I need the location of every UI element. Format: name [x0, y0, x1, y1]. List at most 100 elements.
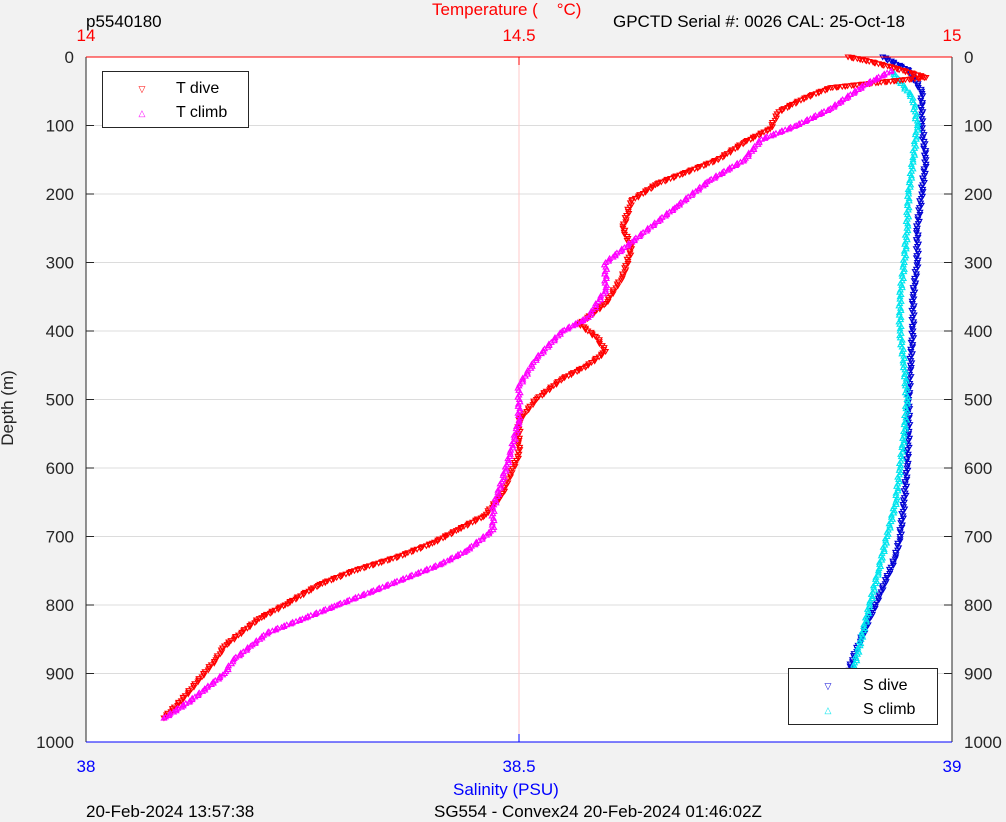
- data-point: [892, 489, 900, 496]
- data-point: [239, 648, 247, 655]
- data-point: [182, 699, 190, 706]
- data-point: [258, 615, 266, 622]
- data-point: [904, 398, 912, 405]
- data-point: [371, 561, 379, 568]
- data-point: [675, 200, 684, 207]
- data-point: [246, 624, 254, 631]
- data-point: [910, 138, 918, 145]
- data-point: [165, 712, 173, 719]
- data-point: [340, 598, 348, 605]
- data-point: [268, 609, 276, 616]
- data-point: [201, 685, 209, 692]
- data-point: [227, 660, 236, 667]
- data-point: [682, 194, 690, 201]
- data-point: [848, 83, 856, 90]
- data-point: [336, 574, 345, 581]
- data-point: [224, 664, 232, 671]
- data-point: [865, 79, 873, 86]
- legend-entry-t-dive: ▽ T dive: [103, 79, 248, 99]
- data-point: [649, 222, 658, 229]
- data-point: [630, 237, 638, 244]
- data-point: [537, 350, 545, 357]
- data-point: [810, 113, 818, 120]
- y-tick-label-right: 900: [964, 665, 992, 684]
- data-point: [515, 418, 523, 425]
- legend-label: S climb: [863, 701, 916, 718]
- data-point: [869, 59, 877, 66]
- data-point: [900, 247, 908, 254]
- legend-entry-t-climb: △ T climb: [103, 103, 248, 123]
- data-point: [857, 84, 865, 91]
- data-point: [761, 134, 769, 141]
- data-point: [718, 169, 726, 176]
- data-point: [242, 646, 251, 653]
- data-point: [492, 497, 500, 504]
- data-point: [514, 400, 522, 407]
- data-point: [785, 125, 793, 132]
- data-point: [502, 467, 510, 474]
- data-point: [750, 144, 758, 151]
- temperature-axis-label: Temperature ( °C): [432, 0, 582, 19]
- data-point: [896, 334, 904, 341]
- data-point: [251, 639, 259, 646]
- data-point: [556, 329, 564, 336]
- data-point: [862, 618, 870, 625]
- data-point: [329, 576, 338, 583]
- data-point: [896, 325, 904, 332]
- data-point: [624, 242, 632, 249]
- data-point: [857, 629, 866, 636]
- series-t-dive: [160, 54, 930, 722]
- data-point: [479, 514, 487, 521]
- data-point: [695, 186, 703, 193]
- data-point: [914, 126, 922, 133]
- data-point: [443, 557, 451, 564]
- x-top-tick-label: 15: [943, 26, 962, 45]
- data-point: [661, 178, 669, 185]
- data-point: [207, 680, 215, 688]
- y-tick-label-right: 800: [964, 596, 992, 615]
- y-tick-label: 200: [46, 185, 74, 204]
- data-point: [863, 616, 871, 623]
- data-point: [854, 85, 862, 92]
- data-point: [920, 75, 928, 82]
- data-point: [661, 212, 670, 219]
- data-point: [601, 268, 609, 275]
- data-point: [812, 91, 820, 98]
- data-point: [310, 610, 319, 617]
- triangle-down-icon: ▽: [824, 681, 832, 691]
- y-tick-label-right: 500: [964, 391, 992, 410]
- data-point: [692, 187, 700, 194]
- data-point: [316, 608, 324, 615]
- data-point: [894, 487, 902, 494]
- triangle-up-icon: △: [824, 705, 832, 715]
- data-point: [630, 235, 638, 242]
- data-point: [509, 442, 517, 449]
- data-point: [896, 77, 904, 84]
- data-point: [675, 201, 684, 208]
- data-point: [898, 348, 906, 355]
- data-point: [512, 422, 521, 430]
- data-point: [224, 666, 232, 673]
- data-point: [856, 642, 864, 649]
- data-point: [492, 499, 500, 506]
- data-point: [402, 574, 410, 581]
- data-point: [302, 614, 310, 621]
- data-point: [550, 337, 558, 344]
- footer-timestamp: 20-Feb-2024 13:57:38: [86, 802, 255, 821]
- data-point: [454, 527, 462, 534]
- data-point: [430, 539, 439, 546]
- data-point: [754, 140, 762, 147]
- footer-mission: SG554 - Convex24 20-Feb-2024 01:46:02Z: [434, 802, 762, 821]
- data-point: [676, 172, 684, 179]
- data-point: [509, 444, 517, 451]
- data-point: [815, 110, 823, 117]
- data-point: [901, 418, 909, 425]
- data-point: [868, 592, 876, 599]
- y-tick-label-right: 600: [964, 459, 992, 478]
- data-point: [602, 272, 610, 279]
- data-point: [898, 284, 906, 291]
- data-point: [887, 68, 895, 75]
- data-point: [596, 294, 604, 301]
- data-point: [336, 599, 344, 606]
- data-point: [482, 531, 491, 538]
